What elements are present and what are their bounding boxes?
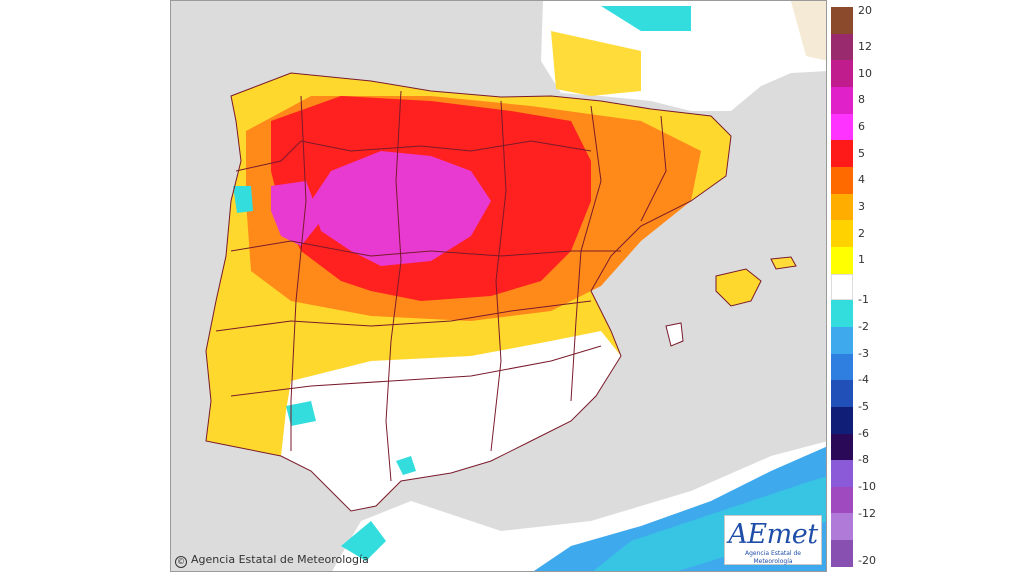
legend-label: -20 <box>858 554 876 567</box>
legend-swatch <box>831 193 853 221</box>
legend-swatch <box>831 7 853 34</box>
italy-corner <box>791 1 826 61</box>
legend-label: -6 <box>858 426 869 440</box>
legend-label: -1 <box>858 293 869 307</box>
legend-label: 3 <box>858 200 865 213</box>
legend-swatch <box>831 460 853 487</box>
legend-swatch <box>831 540 853 567</box>
legend-label: 8 <box>858 93 865 107</box>
legend-label: 1 <box>858 253 865 267</box>
aemet-logo-text: AEmet <box>728 519 818 550</box>
legend-label: 2 <box>858 226 865 240</box>
magenta-anomaly-west <box>271 181 321 246</box>
west-coast-cool-patch <box>233 186 253 213</box>
legend-label: -5 <box>858 400 869 413</box>
menorca-island <box>770 256 797 270</box>
copyright-icon: © <box>175 556 187 568</box>
legend-label: -2 <box>858 320 869 333</box>
ibiza-island <box>665 322 684 347</box>
legend-label: 4 <box>858 173 865 187</box>
legend-swatch <box>831 60 853 87</box>
legend-color-bar <box>831 7 853 567</box>
legend-label: 6 <box>858 120 865 133</box>
color-legend: 20 12 10 8 6 5 4 3 2 1 -1 -2 -3 -4 -5 -6… <box>831 4 886 567</box>
france-warm-zone <box>551 31 641 96</box>
france-cool-patch <box>601 6 691 31</box>
legend-label: -8 <box>858 453 869 467</box>
legend-swatch <box>831 33 853 61</box>
southwest-cool-patch <box>286 401 316 426</box>
mallorca-island <box>715 268 762 307</box>
legend-swatch <box>831 300 853 327</box>
legend-swatch <box>831 353 853 381</box>
copyright-text: Agencia Estatal de Meteorología <box>191 553 369 566</box>
legend-label: -3 <box>858 346 869 360</box>
map-canvas <box>171 1 826 571</box>
north-africa-cyan-patches <box>593 476 826 571</box>
legend-swatch <box>831 513 853 541</box>
legend-label: 5 <box>858 146 865 160</box>
copyright-notice: © Agencia Estatal de Meteorología <box>175 553 369 568</box>
legend-swatch <box>831 166 853 194</box>
magenta-anomaly-core <box>311 151 491 266</box>
legend-swatch <box>831 433 853 461</box>
legend-label: -10 <box>858 480 876 493</box>
south-neutral-zone <box>281 331 621 511</box>
legend-swatch <box>831 326 853 354</box>
legend-swatch <box>831 406 853 434</box>
legend-swatch <box>831 86 853 114</box>
legend-swatch <box>831 246 853 274</box>
legend-swatch <box>831 273 853 301</box>
legend-swatch <box>831 220 853 247</box>
legend-label: -4 <box>858 373 869 387</box>
legend-swatch <box>831 113 853 141</box>
region-borders <box>205 72 732 512</box>
legend-swatch <box>831 140 853 167</box>
aemet-logo-subtext: Agencia Estatal de Meteorología <box>744 550 801 565</box>
legend-swatch <box>831 486 853 514</box>
legend-label: 10 <box>858 66 872 80</box>
legend-label: 20 <box>858 4 872 17</box>
morocco-cool-patch <box>341 521 386 561</box>
aemet-logo: AEmet Agencia Estatal de Meteorología <box>724 515 822 565</box>
legend-labels: 20 12 10 8 6 5 4 3 2 1 -1 -2 -3 -4 -5 -6… <box>858 4 886 567</box>
temperature-anomaly-map: © Agencia Estatal de Meteorología AEmet A… <box>170 0 827 572</box>
legend-label: 12 <box>858 40 872 53</box>
legend-swatch <box>831 380 853 407</box>
legend-label: -12 <box>858 506 876 520</box>
south-cool-patch <box>396 456 416 475</box>
